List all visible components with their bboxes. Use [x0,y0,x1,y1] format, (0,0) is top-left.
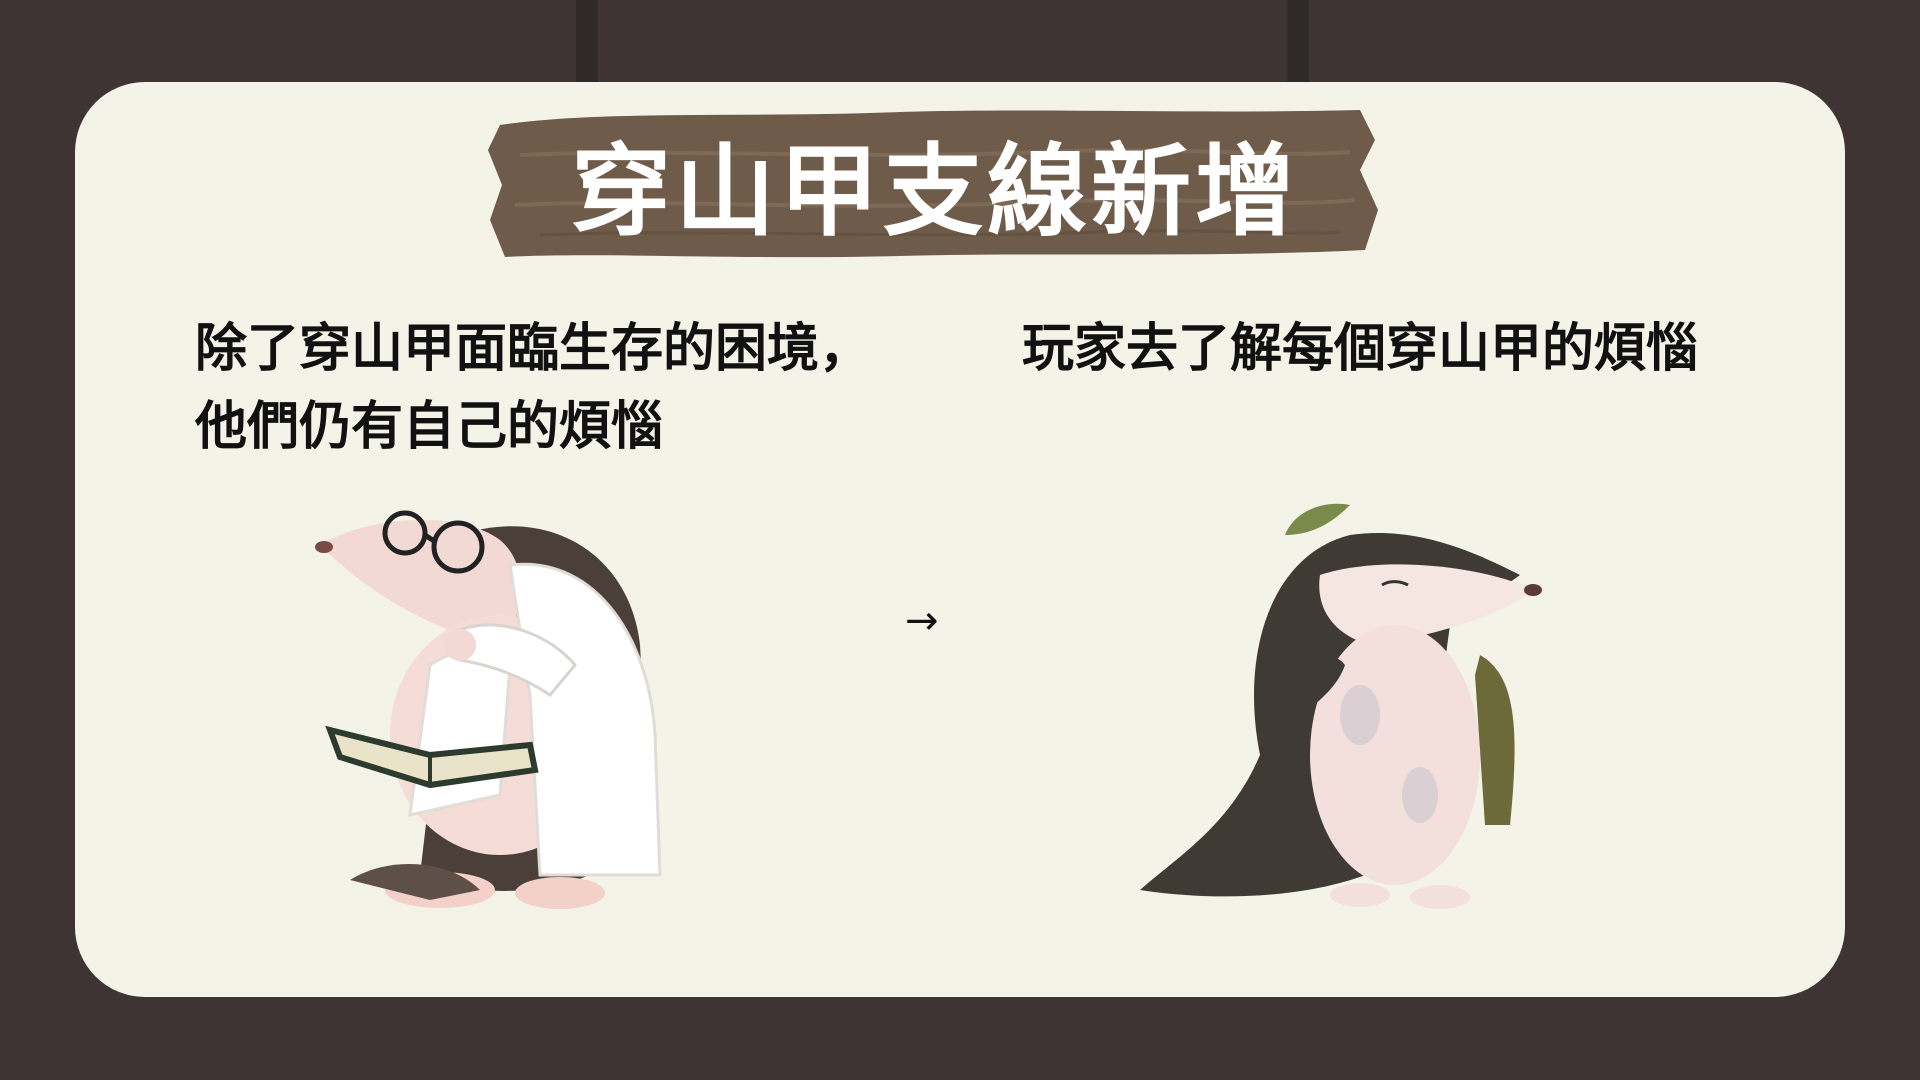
pangolin-backpack-illustration [1140,503,1542,909]
arrow-icon: → [905,598,939,644]
left-caption: 除了穿山甲面臨生存的困境，他們仍有自己的煩惱 [195,319,872,457]
page-title: 穿山甲支線新增 [571,133,1299,250]
right-caption: 玩家去了解每個穿山甲的煩惱 [1021,319,1698,379]
title-sign: 穿山甲支線新增 [480,100,1390,265]
wood-sign-board [488,110,1378,258]
pangolin-scientist-illustration [315,510,662,909]
